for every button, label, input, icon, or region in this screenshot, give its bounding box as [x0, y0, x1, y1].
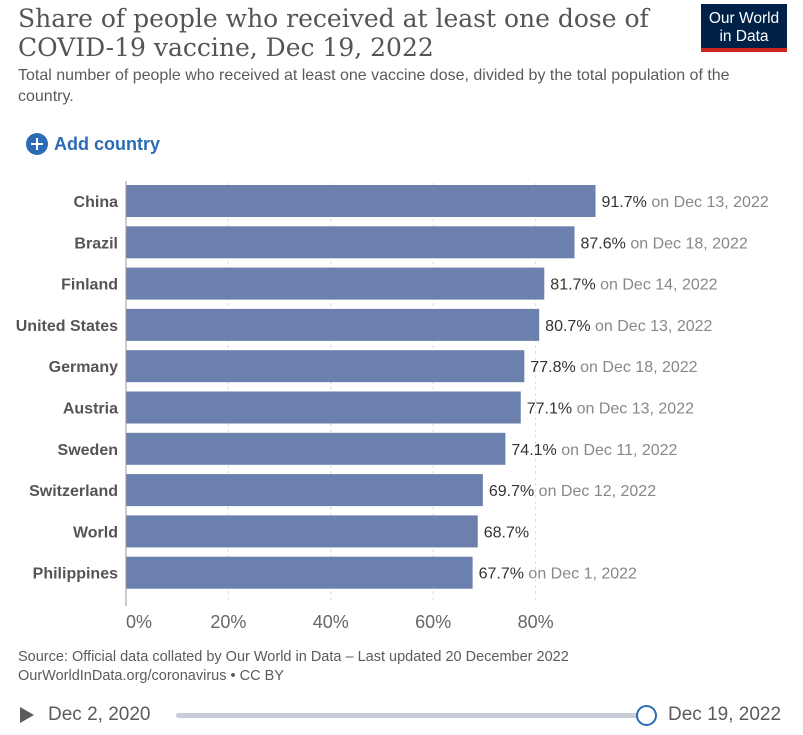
timeline: Dec 2, 2020 Dec 19, 2022: [0, 700, 803, 730]
category-label: World: [73, 524, 118, 541]
timeline-track[interactable]: [176, 713, 646, 718]
x-tick-label: 0%: [126, 612, 152, 632]
url-license[interactable]: OurWorldInData.org/coronavirus • CC BY: [18, 668, 284, 684]
x-tick-label: 60%: [415, 612, 451, 632]
bar: [126, 474, 483, 507]
bar: [126, 226, 575, 259]
value-label: 77.8% on Dec 18, 2022: [530, 359, 697, 376]
timeline-start-date: Dec 2, 2020: [48, 704, 151, 725]
timeline-handle[interactable]: [636, 705, 657, 726]
bar-chart: China 91.7% on Dec 13, 2022 Brazil 87.6% on…: [16, 181, 769, 632]
category-label: Austria: [63, 401, 118, 418]
value-label: 91.7% on Dec 13, 2022: [602, 194, 769, 211]
bar: [126, 556, 473, 589]
x-tick-label: 40%: [313, 612, 349, 632]
chart-title: Share of people who received at least on…: [18, 4, 649, 62]
bar: [126, 432, 506, 465]
logo-line-1: Our World: [708, 10, 780, 27]
category-label: Brazil: [74, 235, 118, 252]
owid-logo[interactable]: Our World in Data: [701, 4, 787, 52]
add-country-label: Add country: [54, 133, 160, 154]
value-label: 69.7% on Dec 12, 2022: [489, 483, 656, 500]
value-label: 81.7% on Dec 14, 2022: [550, 277, 717, 294]
value-label: 68.7%: [484, 524, 529, 541]
bar: [126, 515, 478, 548]
value-label: 80.7% on Dec 13, 2022: [545, 318, 712, 335]
source-text: Source: Official data collated by Our Wo…: [18, 649, 569, 665]
bar: [126, 185, 596, 217]
category-label: Sweden: [58, 442, 118, 459]
timeline-end-date: Dec 19, 2022: [668, 704, 782, 725]
plus-circle-icon: [26, 133, 48, 155]
logo-line-2: in Data: [719, 28, 769, 45]
category-label: Philippines: [33, 566, 118, 583]
bar: [126, 267, 545, 300]
x-tick-label: 80%: [518, 612, 554, 632]
chart-source: Source: Official data collated by Our Wo…: [18, 648, 569, 686]
category-label: Finland: [61, 277, 118, 294]
add-country-button[interactable]: Add country: [26, 133, 160, 155]
category-label: United States: [16, 318, 118, 335]
value-label: 87.6% on Dec 18, 2022: [581, 235, 748, 252]
value-label: 74.1% on Dec 11, 2022: [511, 442, 677, 459]
chart-subtitle: Total number of people who received at l…: [18, 67, 730, 105]
value-label: 77.1% on Dec 13, 2022: [527, 401, 694, 418]
x-tick-label: 20%: [210, 612, 246, 632]
value-label: 67.7% on Dec 1, 2022: [479, 566, 637, 583]
bar: [126, 350, 525, 383]
category-label: Switzerland: [29, 483, 118, 500]
category-label: Germany: [49, 359, 118, 376]
play-icon[interactable]: [20, 707, 34, 723]
category-label: China: [74, 194, 119, 211]
bar: [126, 391, 521, 424]
bar: [126, 308, 540, 341]
